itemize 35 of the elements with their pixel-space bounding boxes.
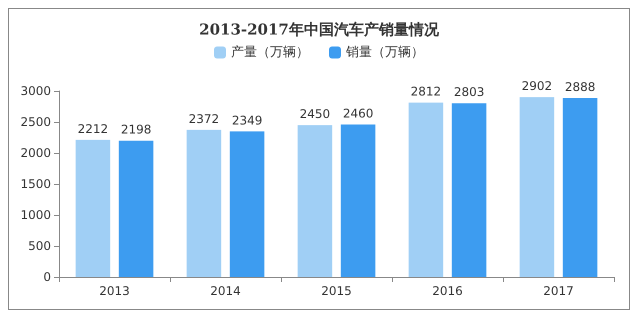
bar: [76, 140, 110, 277]
data-label: 2812: [410, 84, 442, 99]
y-tick-label: 2500: [20, 115, 51, 129]
data-label: 2888: [564, 80, 596, 94]
y-tick-label: 1000: [20, 208, 51, 222]
data-label: 2902: [522, 79, 552, 94]
data-label: 2349: [232, 113, 262, 128]
x-tick-label: 2014: [210, 284, 241, 298]
bar: [408, 102, 444, 277]
data-label: 2803: [454, 85, 484, 100]
y-tick-label: 3000: [20, 84, 51, 98]
data-label: 2372: [188, 112, 220, 126]
bar: [452, 103, 486, 277]
x-tick-label: 2017: [543, 284, 574, 298]
bar: [118, 140, 154, 277]
bar: [230, 131, 264, 277]
y-tick-label: 500: [28, 239, 51, 253]
chart-title: 2013-2017年中国汽车产销量情况: [199, 20, 440, 38]
bar: [340, 124, 376, 277]
data-label: 2198: [120, 122, 152, 137]
y-tick-label: 2000: [20, 146, 51, 160]
bar: [520, 97, 554, 277]
y-tick-label: 1500: [20, 177, 51, 191]
legend-label: 销量（万辆）: [345, 45, 424, 60]
data-label: 2460: [342, 106, 374, 120]
y-tick-label: 0: [43, 270, 51, 284]
bar: [186, 130, 222, 277]
legend-label: 产量（万辆）: [231, 45, 309, 60]
x-tick-label: 2013: [99, 284, 130, 298]
bar: [562, 98, 598, 277]
data-label: 2450: [300, 107, 330, 122]
x-tick-label: 2015: [321, 284, 352, 298]
x-tick-label: 2016: [432, 284, 463, 298]
data-label: 2212: [78, 122, 108, 136]
bar: [298, 125, 332, 277]
